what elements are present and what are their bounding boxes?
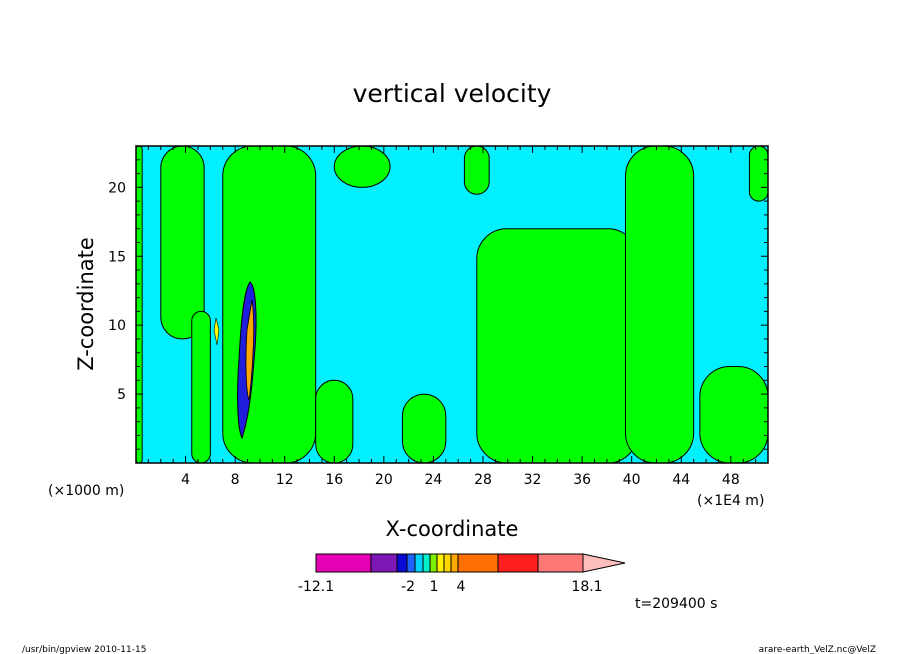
x-tick-label-11: 48 — [722, 472, 740, 488]
x-unit-right: (×1E4 m) — [697, 493, 764, 509]
colorbar-segment-5 — [422, 553, 431, 573]
colorbar-segment-11 — [497, 553, 539, 573]
x-tick-label-3: 16 — [325, 472, 343, 488]
colorbar-segment-3 — [406, 553, 416, 573]
contour-region-5 — [333, 146, 391, 188]
contour-region-8 — [476, 228, 639, 463]
colorbar-label-3: 4 — [457, 579, 466, 595]
colorbar — [315, 553, 626, 573]
contour-region-10 — [699, 366, 768, 463]
contour-region-0 — [136, 146, 143, 463]
x-tick-label-7: 32 — [524, 472, 542, 488]
colorbar-segment-2 — [396, 553, 408, 573]
y-axis-ticks: 5 10 15 20 — [108, 159, 768, 450]
colorbar-label-1: -2 — [401, 579, 415, 595]
contour-region-4 — [315, 379, 354, 463]
colorbar-segment-4 — [414, 553, 424, 573]
colorbar-segment-12 — [537, 553, 584, 573]
colorbar-segment-7 — [436, 553, 445, 573]
colorbar-label-0: -12.1 — [298, 579, 334, 595]
time-label: t=209400 s — [635, 596, 717, 612]
contour-region-6 — [401, 393, 447, 463]
updraft-core — [213, 281, 257, 440]
colorbar-label-2: 1 — [430, 579, 439, 595]
y-tick-label-1: 10 — [108, 318, 126, 334]
plot-area — [136, 146, 768, 463]
colorbar-extend-arrow — [582, 553, 626, 573]
x-tick-label-6: 28 — [474, 472, 492, 488]
contour-region-1 — [160, 146, 205, 340]
colorbar-segment-10 — [457, 553, 499, 573]
colorbar-segment-0 — [315, 553, 372, 573]
contour-region-2 — [191, 310, 211, 463]
chart-title: vertical velocity — [353, 79, 552, 108]
footer-right: arare-earth_VelZ.nc@VelZ — [759, 645, 876, 654]
colorbar-segment-9 — [450, 553, 459, 573]
x-tick-label-10: 44 — [672, 472, 690, 488]
colorbar-label-4: 18.1 — [571, 579, 602, 595]
x-tick-label-2: 12 — [276, 472, 294, 488]
plot-frame — [135, 145, 769, 464]
x-tick-label-4: 20 — [375, 472, 393, 488]
colorbar-segment-1 — [370, 553, 398, 573]
contour-region-7 — [463, 146, 490, 195]
y-tick-label-3: 20 — [108, 180, 126, 196]
x-axis-label: X-coordinate — [386, 517, 519, 541]
y-tick-label-2: 15 — [108, 249, 126, 265]
contour-fill-regions — [136, 146, 768, 463]
x-tick-label-9: 40 — [623, 472, 641, 488]
x-unit-left: (×1000 m) — [48, 483, 124, 499]
x-tick-label-5: 24 — [424, 472, 442, 488]
x-tick-label-0: 4 — [181, 472, 190, 488]
contour-region-9 — [624, 146, 695, 463]
footer-left: /usr/bin/gpview 2010-11-15 — [22, 645, 146, 654]
colorbar-segment-8 — [443, 553, 452, 573]
y-tick-label-0: 5 — [117, 387, 126, 403]
x-tick-label-8: 36 — [573, 472, 591, 488]
x-axis-ticks: 4 8 12 16 20 24 28 32 36 40 44 48 — [147, 146, 757, 488]
contour-region-3 — [222, 146, 317, 463]
x-tick-label-1: 8 — [231, 472, 240, 488]
colorbar-labels: -12.1 -2 1 4 18.1 — [298, 579, 603, 595]
y-axis-label: Z-coordinate — [74, 237, 98, 371]
colorbar-segment-6 — [429, 553, 438, 573]
